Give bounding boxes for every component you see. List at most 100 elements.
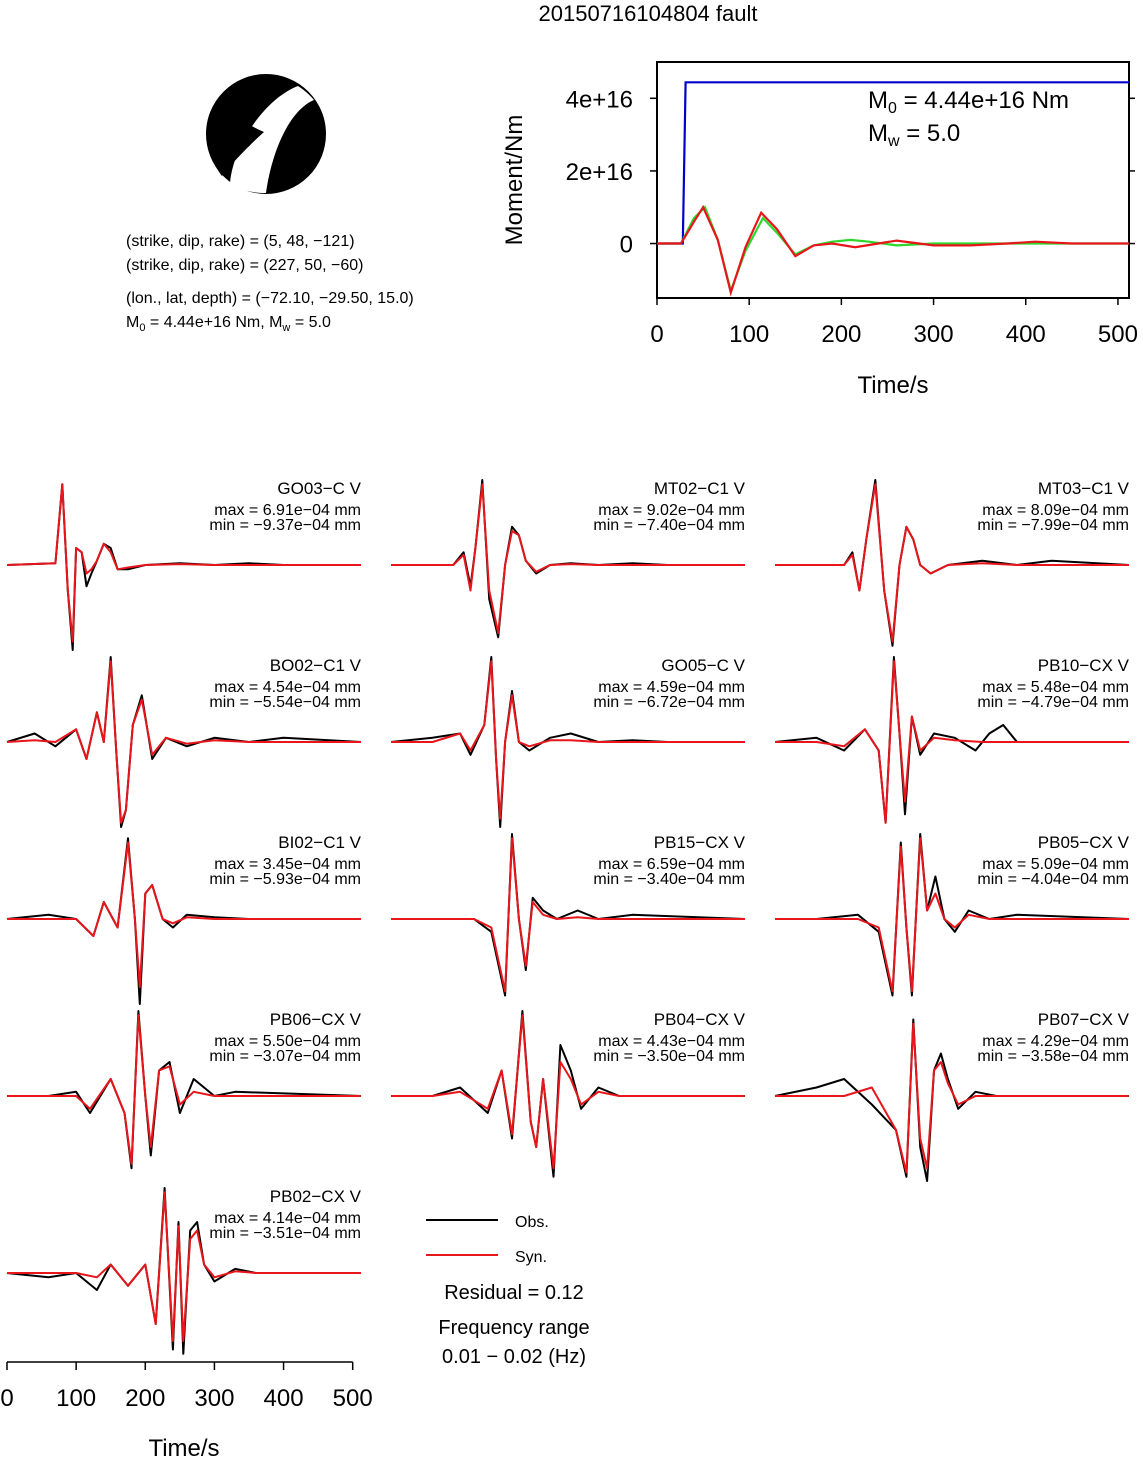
moment-x-tick-label: 500 [1098, 321, 1138, 348]
moment-y-axis: 0 2e+16 4e+16 [566, 86, 1135, 259]
station-name: BO02−C1 V [270, 656, 362, 675]
residual-text: Residual = 0.12 [444, 1282, 584, 1304]
moment-x-label: Time/s [857, 372, 928, 399]
station-min: min = −5.54e−04 mm [209, 694, 361, 711]
station-max: max = 4.59e−04 mm [598, 679, 745, 696]
mechanism-info: (strike, dip, rake) = (5, 48, −121) (str… [126, 233, 414, 334]
moment-x-tick-label: 200 [821, 321, 861, 348]
waveform-x-tick-label: 500 [333, 1385, 373, 1412]
station-min: min = −6.72e−04 mm [593, 694, 745, 711]
station-max: max = 6.91e−04 mm [214, 502, 361, 519]
station-max: max = 8.09e−04 mm [982, 502, 1129, 519]
station-min: min = −9.37e−04 mm [209, 517, 361, 534]
station-max: max = 9.02e−04 mm [598, 502, 745, 519]
station-name: BI02−C1 V [278, 833, 361, 852]
waveform-x-tick-label: 100 [56, 1385, 96, 1412]
station-name: MT02−C1 V [654, 479, 746, 498]
waveform-x-tick-label: 200 [125, 1385, 165, 1412]
station-min: min = −3.50e−04 mm [593, 1048, 745, 1065]
moment-y-tick-label: 2e+16 [566, 159, 633, 186]
station-min: min = −3.58e−04 mm [977, 1048, 1129, 1065]
station-min: min = −4.79e−04 mm [977, 694, 1129, 711]
station-name: PB02−CX V [270, 1187, 362, 1206]
observed-trace [774, 1018, 1129, 1182]
moment-x-tick-label: 0 [650, 321, 663, 348]
station-min: min = −4.04e−04 mm [977, 871, 1129, 888]
station-max: max = 3.45e−04 mm [214, 856, 361, 873]
moment-series-line-2 [657, 204, 1129, 297]
station-name: PB15−CX V [654, 833, 746, 852]
synthetic-trace [775, 660, 1129, 824]
station-name: MT03−C1 V [1038, 479, 1130, 498]
station-min: min = −7.40e−04 mm [593, 517, 745, 534]
plane1-text: (strike, dip, rake) = (5, 48, −121) [126, 233, 355, 250]
synthetic-trace [775, 837, 1129, 993]
observed-trace [391, 833, 746, 997]
beachball [206, 74, 326, 194]
station-name: PB07−CX V [1038, 1010, 1130, 1029]
plane2-text: (strike, dip, rake) = (227, 50, −60) [126, 257, 363, 274]
station-max: max = 4.43e−04 mm [598, 1033, 745, 1050]
station-max: max = 4.54e−04 mm [214, 679, 361, 696]
station-max: max = 5.50e−04 mm [214, 1033, 361, 1050]
legend-obs-label: Obs. [515, 1214, 549, 1231]
waveform-x-tick-label: 300 [194, 1385, 234, 1412]
station-name: GO05−C V [661, 656, 745, 675]
moment-series-group [657, 81, 1129, 297]
synthetic-trace [6, 483, 361, 643]
station-name: PB10−CX V [1038, 656, 1130, 675]
station-max: max = 6.59e−04 mm [598, 856, 745, 873]
frequency-range-value: 0.01 − 0.02 (Hz) [442, 1346, 586, 1368]
station-name: GO03−C V [277, 479, 361, 498]
station-name: PB04−CX V [654, 1010, 746, 1029]
synthetic-trace [775, 1022, 1129, 1174]
waveform-x-axis: 0 100 200 300 400 500 [0, 1361, 373, 1412]
waveform-x-label: Time/s [148, 1435, 219, 1458]
station-min: min = −3.07e−04 mm [209, 1048, 361, 1065]
synthetic-trace [6, 660, 361, 824]
observed-trace [6, 1187, 361, 1355]
station-max: max = 5.09e−04 mm [982, 856, 1129, 873]
waveform-x-tick-label: 0 [0, 1385, 13, 1412]
synthetic-trace [391, 483, 745, 634]
station-max: max = 4.29e−04 mm [982, 1033, 1129, 1050]
station-min: min = −3.51e−04 mm [209, 1225, 361, 1242]
moment-plot-frame [656, 61, 1130, 299]
moment-mw-annotation: Mw = 5.0 [868, 120, 960, 150]
figure-title: 20150716104804 fault [539, 1, 758, 26]
legend: Obs. Syn. Residual = 0.12 Frequency rang… [426, 1214, 590, 1368]
moment-magnitude-text: M0 = 4.44e+16 Nm, Mw = 5.0 [126, 314, 331, 334]
frequency-range-title: Frequency range [438, 1317, 589, 1339]
moment-y-label: Moment/Nm [501, 115, 528, 246]
synthetic-trace [7, 1014, 361, 1165]
station-min: min = −7.99e−04 mm [977, 517, 1129, 534]
moment-y-tick-label: 0 [620, 232, 633, 259]
synthetic-trace [7, 841, 361, 988]
moment-y-tick-label: 4e+16 [566, 86, 633, 113]
station-max: max = 5.48e−04 mm [982, 679, 1129, 696]
station-name: PB05−CX V [1038, 833, 1130, 852]
moment-m0-annotation: M0 = 4.44e+16 Nm [868, 87, 1069, 117]
legend-syn-label: Syn. [515, 1249, 547, 1266]
synthetic-trace [7, 1191, 361, 1342]
station-min: min = −3.40e−04 mm [593, 871, 745, 888]
moment-function-chart: 0 100 200 300 400 500 0 2e+16 4e+16 Time/s Mome… [501, 61, 1138, 399]
synthetic-trace [391, 660, 745, 820]
station-min: min = −5.93e−04 mm [209, 871, 361, 888]
moment-x-axis: 0 100 200 300 400 500 [650, 298, 1138, 348]
waveform-x-tick-label: 400 [264, 1385, 304, 1412]
location-text: (lon., lat, depth) = (−72.10, −29.50, 15… [126, 290, 414, 307]
synthetic-trace [775, 483, 1129, 643]
